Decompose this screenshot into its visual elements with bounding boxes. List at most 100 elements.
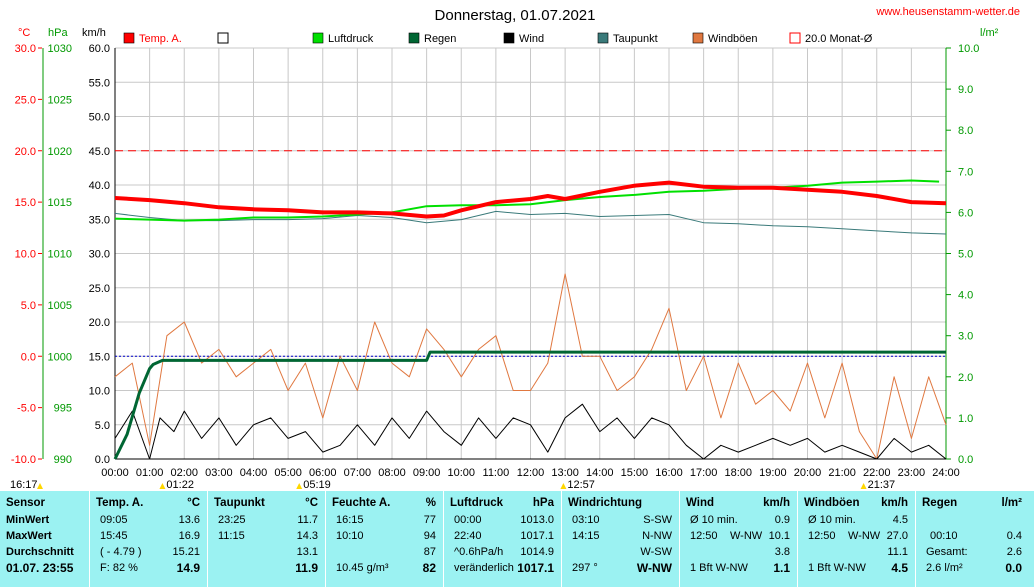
weather-chart: Donnerstag, 01.07.2021 www.heusenstamm-we… [10, 6, 1020, 491]
x-tick-label-22: 22:00 [863, 467, 891, 479]
temp-unit-label: °C [18, 27, 30, 39]
stats-row-label-max: MaxWert [6, 530, 52, 542]
pressure-tick-label-2: 1020 [48, 146, 72, 158]
series-windboeen [114, 273, 947, 460]
stats-temp-min-time: 09:05 [100, 514, 128, 526]
stats-luftdruck-max: 1017.1 [520, 530, 554, 542]
event-marker-icon-4 [860, 483, 867, 489]
event-marker-label-4: 21:37 [868, 479, 896, 491]
stats-windboeen-unit: km/h [881, 497, 908, 509]
stats-temp-min: 13.6 [178, 514, 200, 526]
stats-windrichtung-column: Windrichtung 03:10 S-SW 14:15 N-NW W-SW 29… [562, 491, 678, 587]
stats-regen-time: 00:10 [930, 530, 958, 542]
x-tick-label-10: 10:00 [447, 467, 475, 479]
wind-unit-label: km/h [82, 27, 106, 39]
x-tick-label-21: 21:00 [828, 467, 856, 479]
stats-feuchte-avg: 87 [423, 546, 436, 558]
stats-windboeen-column: Windböen km/h Ø 10 min. 4.5 12:50 W-NW 27.0 … [798, 491, 914, 587]
x-tick-label-6: 06:00 [309, 467, 337, 479]
event-marker-label-2: 05:19 [303, 479, 331, 491]
temp-tick-label-0: 30.0 [15, 43, 36, 55]
wind-tick-label-6: 30.0 [89, 249, 110, 261]
stats-temp-max-time: 15:45 [100, 530, 128, 542]
x-tick-label-0: 00:00 [101, 467, 129, 479]
pressure-tick-label-4: 1010 [48, 249, 72, 261]
rain-tick-label-0: 10.0 [958, 43, 979, 55]
stats-feuchte-current: 82 [422, 561, 436, 575]
stats-luftdruck-current: 1017.1 [517, 561, 554, 575]
stats-regen-current: 0.0 [1005, 561, 1022, 575]
stats-windrichtung-max: N-NW [642, 530, 672, 542]
stats-feuchte-unit: % [425, 497, 436, 509]
wind-tick-label-9: 15.0 [89, 351, 110, 363]
wind-tick-label-0: 60.0 [89, 43, 110, 55]
series-taupunkt [114, 210, 947, 235]
stats-taupunkt-min: 11.7 [297, 514, 318, 526]
x-tick-label-24: 24:00 [932, 467, 960, 479]
stats-wind-bft: 1 Bft W-NW [690, 562, 748, 574]
stats-windrichtung-min: S-SW [643, 514, 672, 526]
stats-regen-total-label: Gesamt: [926, 546, 968, 558]
temp-tick-label-6: 0.0 [21, 351, 36, 363]
x-tick-label-18: 18:00 [724, 467, 752, 479]
wind-tick-label-1: 55.0 [89, 77, 110, 89]
stats-wind-unit: km/h [763, 497, 790, 509]
legend-label-0: Temp. A. [139, 33, 182, 45]
rain-unit-label: l/m² [980, 27, 999, 39]
stats-taupunkt-avg: 13.1 [296, 546, 318, 558]
x-tick-label-7: 07:00 [344, 467, 372, 479]
rain-tick-label-10: 0.0 [958, 454, 973, 466]
x-tick-label-11: 11:00 [483, 467, 510, 479]
stats-feuchte-min-time: 16:15 [336, 514, 364, 526]
event-marker-icon-3 [560, 483, 567, 489]
stats-windrichtung-min-time: 03:10 [572, 514, 600, 526]
pressure-tick-label-1: 1025 [48, 94, 72, 106]
x-tick-label-15: 15:00 [621, 467, 649, 479]
x-tick-label-13: 13:00 [551, 467, 579, 479]
stats-windrichtung-max-time: 14:15 [572, 530, 600, 542]
stats-temp-column: Temp. A. °C 09:05 13.6 15:45 16.9 ( - 4.79 … [90, 491, 206, 587]
legend-swatch-0 [123, 32, 135, 44]
stats-temp-unit: °C [187, 497, 200, 509]
wind-tick-label-10: 10.0 [89, 386, 110, 398]
series-luftdruck [114, 179, 940, 222]
event-marker-label-0: 16:17 [10, 479, 38, 491]
pressure-unit-label: hPa [48, 27, 68, 39]
stats-feuchte-header: Feuchte A. [332, 497, 391, 509]
x-tick-label-14: 14:00 [586, 467, 614, 479]
stats-luftdruck-forecast: veränderlich [454, 562, 514, 574]
stats-taupunkt-column: Taupunkt °C 23:25 11.7 11:15 14.3 13.1 11.9 [208, 491, 324, 587]
stats-windrichtung-avg: W-SW [640, 546, 672, 558]
legend-swatch-4 [503, 32, 515, 44]
stats-temp-humidity: F: 82 % [100, 562, 138, 574]
stats-row-label-min: MinWert [6, 514, 50, 526]
event-marker-icon-1 [159, 483, 166, 489]
stats-temp-avg: 15.21 [172, 546, 200, 558]
legend-label-4: Wind [519, 33, 544, 45]
stats-taupunkt-max-time: 11:15 [218, 530, 245, 542]
stats-date: 01.07. 23:55 [6, 561, 74, 575]
temp-tick-label-3: 15.0 [15, 197, 36, 209]
temp-tick-label-1: 25.0 [15, 94, 36, 106]
series-regen [113, 350, 946, 460]
stats-wind-header: Wind [686, 497, 714, 509]
series-temp [114, 180, 947, 219]
legend-label-2: Luftdruck [328, 33, 374, 45]
wind-tick-label-5: 35.0 [89, 214, 110, 226]
legend-swatch-5 [597, 32, 609, 44]
temp-tick-label-2: 20.0 [15, 146, 36, 158]
series-wind [114, 403, 947, 460]
rain-tick-label-4: 6.0 [958, 207, 973, 219]
legend-swatch-6 [692, 32, 704, 44]
wind-tick-label-4: 40.0 [89, 180, 110, 192]
stats-sensor-column: Sensor MinWert MaxWert Durchschnitt 01.0… [0, 491, 88, 587]
x-tick-label-3: 03:00 [205, 467, 233, 479]
x-tick-label-16: 16:00 [655, 467, 683, 479]
site-url: www.heusenstamm-wetter.de [875, 6, 1020, 18]
stats-wind-avg10-label: Ø 10 min. [690, 514, 738, 526]
pressure-tick-label-3: 1015 [48, 197, 72, 209]
stats-taupunkt-header: Taupunkt [214, 497, 265, 509]
wind-tick-label-7: 25.0 [89, 283, 110, 295]
stats-row-label-avg: Durchschnitt [6, 546, 74, 558]
stats-regen-header: Regen [922, 497, 958, 509]
